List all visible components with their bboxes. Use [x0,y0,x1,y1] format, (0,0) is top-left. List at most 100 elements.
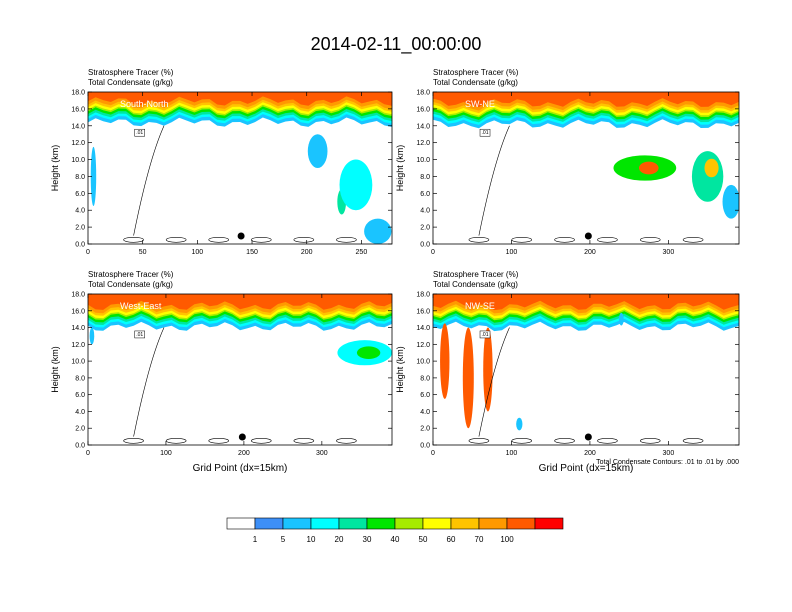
y-tick-label: 6.0 [420,191,430,198]
tracer-feature [722,184,739,219]
tracer-feature [339,159,373,211]
condensate-contour [468,438,490,444]
y-tick-label: 10.0 [416,359,430,366]
y-tick-label: 18.0 [71,90,85,97]
x-tick-label: 150 [246,249,258,256]
y-tick-label: 14.0 [416,325,430,332]
y-tick-label: 2.0 [420,225,430,232]
x-tick-label: 100 [192,249,204,256]
condensate-contour [639,236,661,243]
x-tick-label: 100 [506,450,518,457]
y-tick-label: 6.0 [75,191,85,198]
contour-label-box [134,128,145,137]
y-tick-label: 2.0 [75,426,85,433]
condensate-contour [682,236,704,243]
panel-title: SW-NE [465,99,495,109]
y-tick-label: 12.0 [71,140,85,147]
panel-subtitle: Total Condensate (g/kg) [433,78,518,87]
colorbar-label: 20 [335,535,344,544]
x-tick-label: 300 [663,249,675,256]
colorbar-label: 5 [281,535,286,544]
colorbar: 1 5 10 20 30 40 50 60 70 100 [226,517,564,544]
y-tick-label: 18.0 [416,90,430,97]
tracer-feature [440,323,450,399]
y-axis-label: Height (km) [395,145,405,192]
y-tick-label: 16.0 [416,106,430,113]
tracer-feature [691,151,724,202]
y-tick-label: 10.0 [71,157,85,164]
colorbar-cell [450,517,480,530]
plot-frame [432,91,740,245]
x-tick-label: 0 [86,249,90,256]
plot-frame [87,293,393,446]
condensate-contour [133,125,165,236]
x-tick-label: 100 [506,249,518,256]
contour-note: Total Condensate Contours: .01 to .01 by… [596,459,739,466]
contour-label: .01 [136,130,143,136]
y-axis-label: Height (km) [50,346,60,393]
y-tick-label: 16.0 [416,308,430,315]
y-tick-label: 10.0 [416,157,430,164]
location-marker [237,232,245,240]
figure-title: 2014-02-11_00:00:00 [311,34,482,55]
condensate-contour [336,438,357,444]
colorbar-label: 30 [363,535,372,544]
x-axis-label: Grid Point (dx=15km) [539,463,634,474]
y-tick-label: 8.0 [420,375,430,382]
condensate-contour [293,236,315,243]
panel-subtitle: Stratosphere Tracer (%) [88,68,174,77]
panel-2: Stratosphere Tracer (%)Total Condensate … [50,270,393,474]
y-tick-label: 4.0 [75,409,85,416]
x-tick-label: 50 [139,249,147,256]
panel-3: Stratosphere Tracer (%)Total Condensate … [395,270,740,474]
panel-subtitle: Stratosphere Tracer (%) [88,270,174,279]
condensate-contour [336,236,357,243]
y-tick-label: 12.0 [71,342,85,349]
y-tick-label: 4.0 [420,208,430,215]
condensate-contour [250,236,272,243]
tracer-band [433,92,739,108]
panel-0: Stratosphere Tracer (%)Total Condensate … [50,68,393,256]
y-axis-label: Height (km) [395,346,405,393]
condensate-contour [165,236,187,243]
colorbar-cell [534,517,564,530]
colorbar-cell [226,517,256,530]
contour-label-box [479,128,491,137]
panel-1: Stratosphere Tracer (%)Total Condensate … [395,68,740,256]
tracer-feature [90,146,97,206]
y-tick-label: 2.0 [420,426,430,433]
y-tick-label: 6.0 [420,392,430,399]
condensate-contour [208,236,230,243]
tracer-feature [516,417,523,431]
colorbar-label: 100 [500,535,514,544]
plot-area: .01 [88,294,392,445]
y-tick-label: 0.0 [420,443,430,450]
y-tick-label: 14.0 [71,123,85,130]
condensate-contour [682,438,704,444]
colorbar-label: 1 [253,535,258,544]
condensate-contour [511,236,533,243]
x-tick-label: 0 [431,450,435,457]
contour-label: .01 [482,332,489,338]
y-tick-label: 8.0 [420,174,430,181]
contour-label-box [479,330,491,339]
tracer-feature [462,327,474,429]
condensate-contour [511,438,533,444]
colorbar-label: 10 [307,535,316,544]
colorbar-cell [506,517,536,530]
colorbar-label: 50 [419,535,428,544]
condensate-contour [133,327,165,437]
y-tick-label: 0.0 [75,242,85,249]
y-tick-label: 8.0 [75,174,85,181]
y-tick-label: 0.0 [420,242,430,249]
tracer-feature [483,327,493,412]
y-tick-label: 14.0 [416,123,430,130]
location-marker [584,433,592,441]
x-tick-label: 100 [160,450,172,457]
y-tick-label: 2.0 [75,225,85,232]
y-tick-label: 4.0 [75,208,85,215]
panel-title: West-East [120,301,162,311]
panel-subtitle: Stratosphere Tracer (%) [433,68,519,77]
x-tick-label: 200 [301,249,313,256]
tracer-band [88,92,392,106]
